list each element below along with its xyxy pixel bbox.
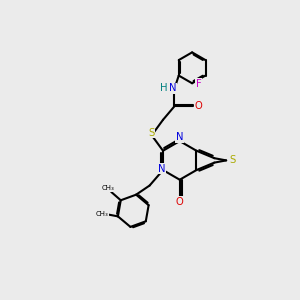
Text: N: N	[176, 132, 184, 142]
Text: CH₃: CH₃	[95, 211, 108, 217]
Text: O: O	[194, 101, 202, 111]
Text: CH₃: CH₃	[101, 185, 114, 191]
Text: H: H	[160, 83, 168, 93]
Text: N: N	[158, 164, 165, 174]
Text: N: N	[169, 83, 176, 93]
Text: S: S	[229, 155, 235, 165]
Text: F: F	[196, 79, 202, 89]
Text: O: O	[176, 197, 184, 207]
Text: S: S	[148, 128, 154, 138]
